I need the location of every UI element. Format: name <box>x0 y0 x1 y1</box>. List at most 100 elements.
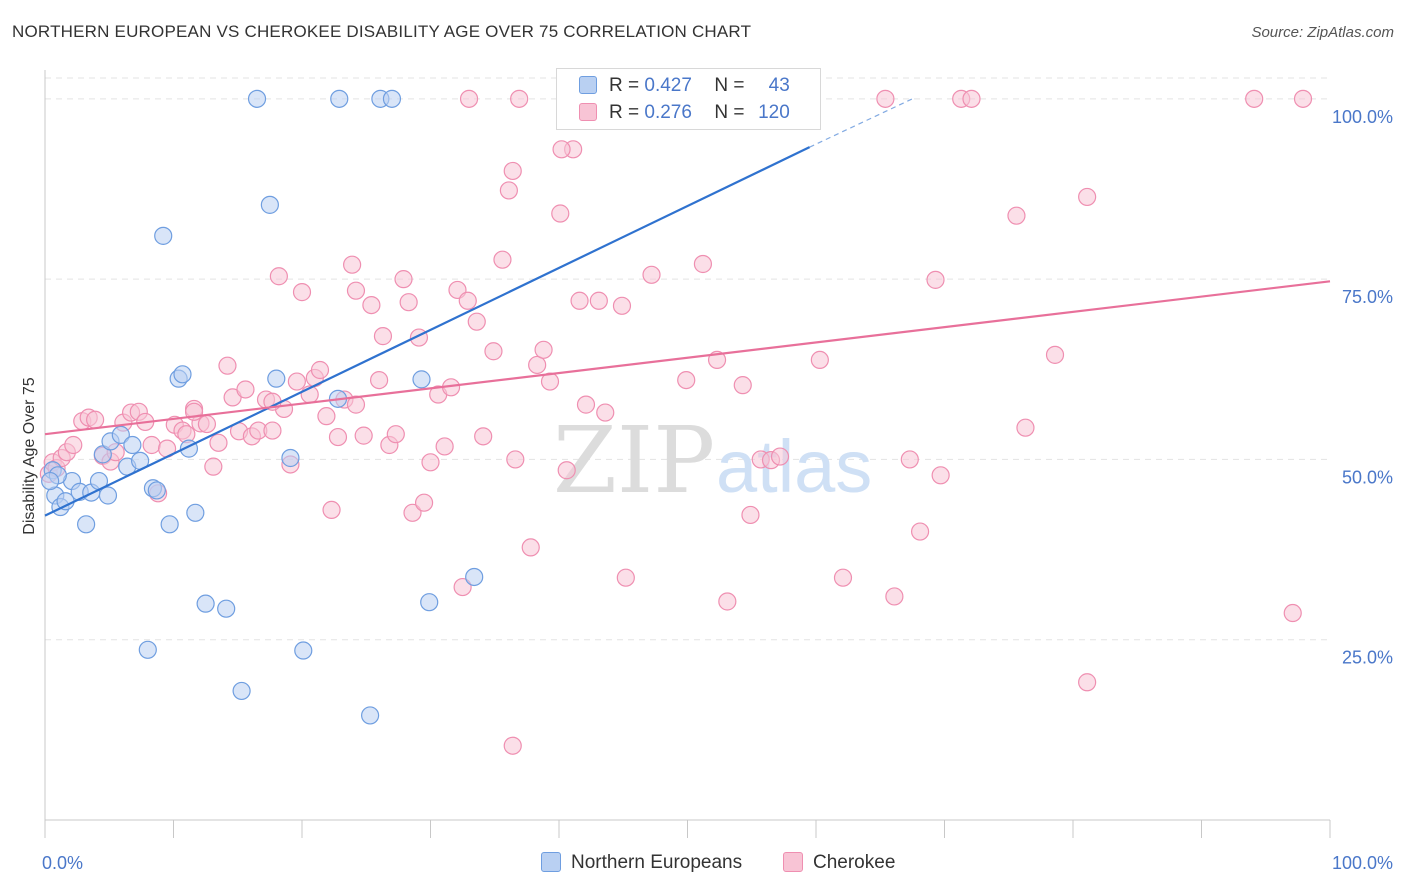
y-tick-label: 100.0% <box>1332 107 1393 127</box>
y-tick-label: 25.0% <box>1342 648 1393 668</box>
data-point <box>111 425 130 445</box>
data-point <box>196 594 215 613</box>
data-point <box>465 567 484 587</box>
legend-row-northern-europeans: R = 0.427 N = 43 <box>579 75 790 101</box>
data-point <box>962 89 981 108</box>
data-point <box>677 370 696 390</box>
legend-swatch-blue <box>579 76 597 94</box>
data-point <box>596 403 615 422</box>
data-point <box>399 293 418 312</box>
data-point <box>885 587 904 606</box>
data-point <box>123 435 142 455</box>
data-point <box>281 448 300 468</box>
chart-title: NORTHERN EUROPEAN VS CHEROKEE DISABILITY… <box>12 22 752 41</box>
data-point <box>263 421 282 440</box>
legend-row-cherokee: R = 0.276 N = 120 <box>579 102 790 128</box>
data-point <box>292 283 312 302</box>
northern-european-points <box>41 89 484 725</box>
data-point <box>1078 187 1097 207</box>
data-point <box>86 410 105 429</box>
data-point <box>876 89 895 108</box>
data-point <box>218 356 237 375</box>
legend-swatch-pink <box>579 103 597 121</box>
data-point <box>1007 206 1026 225</box>
data-point <box>328 427 348 447</box>
bottom-legend-cherokee: Cherokee <box>783 852 895 874</box>
trend-lines <box>44 98 1331 517</box>
data-point <box>576 395 596 414</box>
data-point <box>741 505 760 525</box>
data-point <box>370 370 389 390</box>
data-point <box>330 89 349 108</box>
data-point <box>317 407 336 426</box>
data-point <box>386 425 405 444</box>
data-point <box>833 568 853 587</box>
data-point <box>926 270 945 289</box>
data-point <box>147 481 166 500</box>
data-point <box>506 450 525 469</box>
data-point <box>420 593 439 612</box>
data-point <box>138 640 157 659</box>
axes <box>44 70 1331 838</box>
y-axis-label: Disability Age Over 75 <box>21 377 38 535</box>
data-point <box>1283 603 1302 623</box>
data-point <box>770 447 790 466</box>
bottom-legend-northern-europeans: Northern Europeans <box>541 852 742 874</box>
data-point <box>173 365 192 384</box>
data-point <box>322 500 341 520</box>
data-point <box>421 453 440 472</box>
x-tick-label-right: 100.0% <box>1332 853 1393 873</box>
data-point <box>453 577 472 597</box>
legend-r-label: R = <box>609 75 640 96</box>
data-point <box>197 414 217 434</box>
data-point <box>499 181 518 200</box>
data-point <box>1078 673 1097 692</box>
legend-n-label: N = <box>714 75 745 96</box>
data-point <box>528 355 547 375</box>
trend-line-northern-europeans <box>44 146 811 517</box>
data-point <box>160 515 179 534</box>
data-point <box>642 265 661 284</box>
data-point <box>718 592 737 611</box>
stats-legend: R = 0.427 N = 43 R = 0.276 N = 120 <box>556 68 821 130</box>
source-label: Source: ZipAtlas.com <box>1251 24 1394 41</box>
bottom-legend-label: Northern Europeans <box>571 852 743 873</box>
legend-n-value: 43 <box>768 75 790 96</box>
bottom-legend-label: Cherokee <box>813 852 896 873</box>
data-point <box>394 270 413 289</box>
data-point <box>287 372 306 391</box>
legend-n-value: 120 <box>758 102 790 123</box>
x-tick-label-left: 0.0% <box>42 853 83 873</box>
data-point <box>467 312 486 331</box>
data-point <box>474 427 493 446</box>
data-point <box>64 435 83 455</box>
data-point <box>98 486 118 505</box>
watermark-zip: ZIP <box>553 407 715 514</box>
data-point <box>1045 345 1065 364</box>
data-point <box>458 291 477 310</box>
data-point <box>616 568 635 587</box>
bottom-legend-swatch-blue <box>541 852 561 872</box>
data-point <box>1016 418 1035 437</box>
legend-r-value: 0.276 <box>644 102 692 123</box>
data-point <box>346 281 366 300</box>
data-point <box>361 706 380 725</box>
data-point <box>354 426 373 445</box>
data-point <box>267 369 286 388</box>
data-point <box>77 515 96 534</box>
data-point <box>217 599 236 618</box>
bottom-legend-swatch-pink <box>783 852 803 872</box>
data-point <box>247 89 267 108</box>
data-point <box>900 450 919 469</box>
y-tick-label: 50.0% <box>1342 467 1393 487</box>
data-point <box>570 291 589 310</box>
data-point <box>810 350 829 370</box>
data-point <box>552 140 571 159</box>
data-point <box>510 89 529 108</box>
data-point <box>382 89 402 108</box>
data-point <box>310 360 330 380</box>
data-point <box>294 641 313 660</box>
data-point <box>260 195 279 214</box>
data-point <box>362 295 381 315</box>
